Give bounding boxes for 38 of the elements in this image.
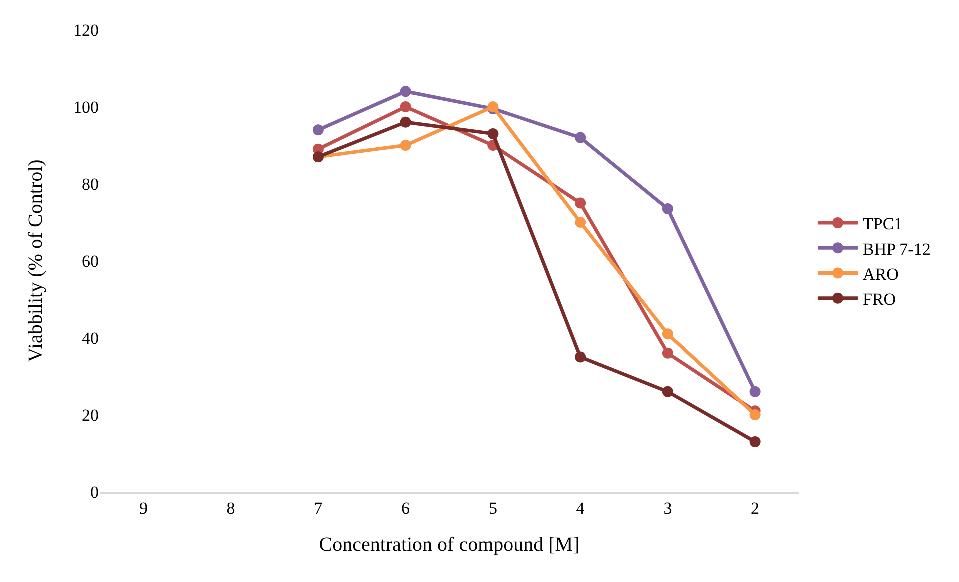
x-tick-label: 2 <box>751 499 760 518</box>
y-tick-label: 80 <box>82 174 99 194</box>
x-axis-title: Concentration of compound [M] <box>319 534 580 556</box>
point <box>662 348 674 359</box>
x-tick-label: 6 <box>402 499 410 518</box>
y-tick-label: 20 <box>82 406 99 425</box>
point <box>662 328 674 340</box>
point <box>750 436 761 448</box>
y-tick-label: 40 <box>82 328 99 348</box>
point <box>575 198 586 209</box>
legend-label: FRO <box>862 290 896 309</box>
point <box>400 116 412 128</box>
x-tick-label: 9 <box>139 499 148 518</box>
point <box>575 132 586 144</box>
x-tick-label: 3 <box>664 499 672 518</box>
legend-label: ARO <box>862 264 899 284</box>
point <box>662 386 674 398</box>
point <box>400 102 412 112</box>
legend-label: BHP 7-12 <box>862 240 931 259</box>
point <box>575 352 586 363</box>
y-tick-label: 60 <box>82 252 99 271</box>
x-tick-label: 4 <box>576 499 586 518</box>
point <box>312 124 324 136</box>
point <box>400 86 412 98</box>
point <box>400 140 412 151</box>
y-tick-label: 100 <box>74 98 99 117</box>
x-tick-label: 5 <box>488 499 498 518</box>
x-tick-label: 8 <box>226 499 236 518</box>
y-tick-label: 120 <box>74 20 99 40</box>
y-axis-title: Viabbility (% of Control) <box>25 160 47 362</box>
y-tick-label: 0 <box>90 482 99 502</box>
legend-label: TPC1 <box>862 214 903 234</box>
point <box>750 386 761 398</box>
x-tick-label: 7 <box>314 499 324 518</box>
point <box>575 217 586 228</box>
point <box>750 410 761 420</box>
point <box>488 128 499 140</box>
point <box>662 204 674 215</box>
